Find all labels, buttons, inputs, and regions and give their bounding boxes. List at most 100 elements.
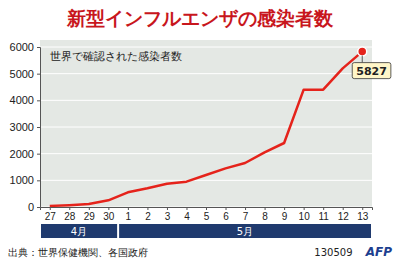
- x-tick-mark: [167, 207, 168, 210]
- x-tick-label: 27: [45, 211, 57, 222]
- x-tick: 8: [262, 207, 268, 222]
- month-label: 4月: [71, 226, 87, 237]
- code: 130509: [314, 247, 352, 258]
- x-tick-mark: [147, 207, 148, 210]
- grid-line: [40, 47, 372, 48]
- x-tick: 4: [184, 207, 190, 222]
- x-tick-mark: [265, 207, 266, 210]
- x-tick-label: 4: [184, 211, 190, 222]
- grid: [40, 47, 372, 207]
- y-tick-label: 2000: [10, 148, 34, 160]
- x-tick: 27: [45, 207, 57, 222]
- x-tick-label: 12: [338, 211, 350, 222]
- y-tick-mark: [37, 207, 40, 208]
- y-tick: 0: [28, 201, 40, 213]
- x-tick-mark: [89, 207, 90, 210]
- y-tick-label: 3000: [10, 121, 34, 133]
- x-tick: 28: [64, 207, 76, 222]
- x-tick-label: 30: [103, 211, 115, 222]
- x-tick-label: 1: [126, 211, 132, 222]
- credit: AFP: [365, 245, 392, 259]
- y-tick-mark: [37, 100, 40, 101]
- chart: 新型インフルエンザの感染者数世界で確認された感染者数 0 1000 2000 3000 4…: [0, 0, 400, 267]
- label-box: [352, 63, 391, 79]
- x-tick-mark: [362, 207, 363, 210]
- x-axis-line: [41, 208, 373, 211]
- x-tick-mark: [206, 207, 207, 210]
- x-tick-mark: [304, 207, 305, 210]
- x-tick-label: 5: [204, 211, 210, 222]
- data-label: 5827: [356, 65, 387, 78]
- x-tick: 12: [338, 207, 350, 222]
- month-band: [41, 224, 117, 238]
- x-tick-mark: [186, 207, 187, 210]
- x-tick-label: 29: [84, 211, 96, 222]
- x-tick-mark: [69, 207, 70, 210]
- x-tick-mark: [245, 207, 246, 210]
- y-tick-mark: [37, 127, 40, 128]
- label-leader: [362, 56, 363, 63]
- value-labels: 5827: [352, 56, 391, 79]
- month-bands: 4月 5月: [41, 224, 371, 238]
- grid-line: [40, 180, 372, 181]
- x-tick: 11: [318, 207, 329, 222]
- y-axis: 0 1000 2000 3000 4000 5000 6000: [10, 41, 41, 213]
- y-tick-mark: [37, 74, 40, 75]
- x-tick-label: 2: [145, 211, 151, 222]
- grid-line: [40, 73, 372, 74]
- x-tick-mark: [128, 207, 129, 210]
- x-tick-label: 13: [357, 211, 369, 222]
- x-tick-mark: [108, 207, 109, 210]
- y-tick: 3000: [10, 121, 40, 133]
- x-tick: 10: [299, 207, 311, 222]
- point-marker: [358, 47, 367, 56]
- marks: [50, 47, 367, 206]
- x-tick-label: 9: [282, 211, 288, 222]
- x-tick-label: 10: [299, 211, 311, 222]
- x-tick: 9: [282, 207, 288, 222]
- y-tick-label: 1000: [10, 174, 34, 186]
- y-axis-line: [37, 48, 41, 208]
- y-tick: 5000: [10, 68, 40, 80]
- x-tick: 29: [84, 207, 96, 222]
- y-tick-mark: [37, 180, 40, 181]
- x-tick-label: 8: [262, 211, 268, 222]
- x-tick-mark: [226, 207, 227, 210]
- y-tick: 2000: [10, 148, 40, 160]
- x-tick-mark: [284, 207, 285, 210]
- x-tick-label: 28: [64, 211, 76, 222]
- y-tick-label: 5000: [10, 68, 34, 80]
- x-tick-label: 3: [165, 211, 171, 222]
- y-tick: 4000: [10, 94, 40, 106]
- grid-line: [40, 153, 372, 154]
- x-tick: 7: [243, 207, 249, 222]
- y-tick: 6000: [10, 41, 40, 53]
- y-tick-label: 4000: [10, 94, 34, 106]
- x-tick-label: 7: [243, 211, 249, 222]
- plot-background: [40, 40, 372, 207]
- x-tick-label: 6: [223, 211, 229, 222]
- y-tick: 1000: [10, 174, 40, 186]
- month-band: [119, 224, 371, 238]
- month-label: 5月: [237, 226, 253, 237]
- x-tick: 6: [223, 207, 229, 222]
- source: 出典：世界保健機関、各国政府: [8, 247, 148, 258]
- x-tick-mark: [50, 207, 51, 210]
- y-tick-label: 6000: [10, 41, 34, 53]
- subtitle: 世界で確認された感染者数: [50, 50, 182, 63]
- x-tick: 1: [126, 207, 132, 222]
- y-tick-label: 0: [28, 201, 34, 213]
- x-tick: 13: [357, 207, 369, 222]
- grid-line: [40, 100, 372, 101]
- x-tick: 5: [204, 207, 210, 222]
- line: [50, 52, 362, 206]
- x-tick-mark: [323, 207, 324, 210]
- grid-line: [40, 127, 372, 128]
- y-tick-mark: [37, 154, 40, 155]
- title: 新型インフルエンザの感染者数: [66, 7, 334, 29]
- x-tick: 30: [103, 207, 115, 222]
- x-tick-mark: [343, 207, 344, 210]
- x-tick: 3: [165, 207, 171, 222]
- x-tick: 2: [145, 207, 151, 222]
- x-tick-label: 11: [318, 211, 329, 222]
